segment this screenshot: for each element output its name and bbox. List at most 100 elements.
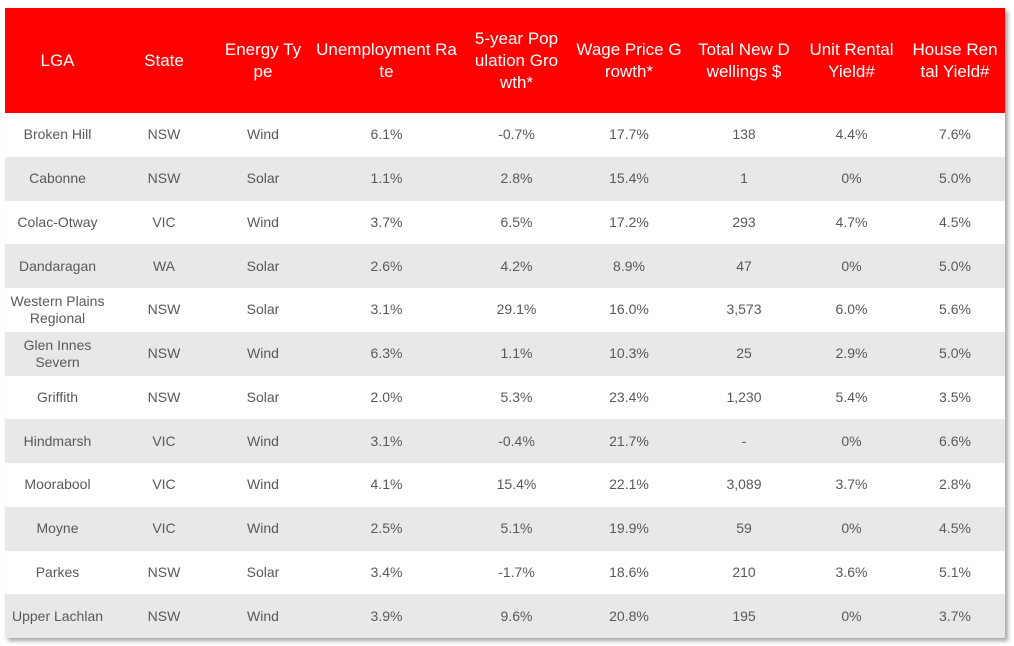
table-cell: 19.9% xyxy=(568,506,690,551)
table-row: Hindmarsh VIC Wind 3.1% -0.4% 21.7% -0% 6.6% xyxy=(5,419,1005,463)
table-cell: Parkes xyxy=(5,550,110,595)
table-cell: Wind xyxy=(218,200,308,245)
table-cell: Solar xyxy=(218,550,308,595)
table-cell: 6.3% xyxy=(308,331,465,376)
table-cell: Dandaragan xyxy=(5,244,110,288)
table-cell: 18.6% xyxy=(568,550,690,595)
table-cell: 138 xyxy=(690,113,798,157)
table-cell: 59 xyxy=(690,506,798,551)
table-cell: 8.9% xyxy=(568,244,690,288)
table-cell: Hindmarsh xyxy=(5,419,110,463)
table-cell: -0.4% xyxy=(465,419,568,463)
table-cell: Solar xyxy=(218,156,308,201)
table-cell: 25 xyxy=(690,331,798,376)
table-row: Western Plains Regional NSW Solar 3.1% 29.1%… xyxy=(5,288,1005,332)
table-cell: 3.7% xyxy=(798,463,905,507)
table-cell: NSW xyxy=(110,288,218,332)
table-cell: 17.7% xyxy=(568,113,690,157)
table-cell: 0% xyxy=(798,419,905,463)
table-row: Cabonne NSW Solar 1.1% 2.8% 15.4% 1 0% 5.0% xyxy=(5,156,1005,201)
table-cell: 0% xyxy=(798,506,905,551)
table-cell: 3,089 xyxy=(690,463,798,507)
table-cell: 2.0% xyxy=(308,375,465,420)
table-cell: Moyne xyxy=(5,506,110,551)
table-cell: 5.1% xyxy=(905,550,1005,595)
table-cell: 2.8% xyxy=(905,463,1005,507)
table-cell: 4.4% xyxy=(798,113,905,157)
table-cell: Solar xyxy=(218,244,308,288)
table-cell: 2.8% xyxy=(465,156,568,201)
table-row: Glen Innes Severn NSW Wind 6.3% 1.1% 10.3% 25 2… xyxy=(5,331,1005,376)
table-cell: Moorabool xyxy=(5,463,110,507)
header-cell: State xyxy=(110,8,218,113)
table-cell: NSW xyxy=(110,331,218,376)
table-cell: Solar xyxy=(218,375,308,420)
table-cell: 4.7% xyxy=(798,200,905,245)
table-cell: 0% xyxy=(798,244,905,288)
table-cell: 3.7% xyxy=(905,594,1005,638)
header-cell: Energy Type xyxy=(218,8,308,113)
table-row: Moyne VIC Wind 2.5% 5.1% 19.9% 59 0% 4.5% xyxy=(5,506,1005,551)
table-cell: 21.7% xyxy=(568,419,690,463)
table-cell: 6.1% xyxy=(308,113,465,157)
table-cell: 47 xyxy=(690,244,798,288)
table-cell: Solar xyxy=(218,288,308,332)
table-cell: 3.1% xyxy=(308,288,465,332)
table-cell: 3.4% xyxy=(308,550,465,595)
header-cell: 5-year Population Growth* xyxy=(465,8,568,113)
table-cell: 7.6% xyxy=(905,113,1005,157)
table-row: Colac-Otway VIC Wind 3.7% 6.5% 17.2% 293 4.7% 4.… xyxy=(5,200,1005,245)
table-cell: 6.5% xyxy=(465,200,568,245)
table-cell: - xyxy=(690,419,798,463)
table-cell: Wind xyxy=(218,463,308,507)
table-cell: Wind xyxy=(218,331,308,376)
table-cell: 5.0% xyxy=(905,244,1005,288)
table-cell: VIC xyxy=(110,419,218,463)
table-cell: 3.6% xyxy=(798,550,905,595)
table-cell: VIC xyxy=(110,200,218,245)
table-cell: 2.6% xyxy=(308,244,465,288)
table-row: Upper Lachlan NSW Wind 3.9% 9.6% 20.8% 195 0% 3.… xyxy=(5,594,1005,638)
table-cell: 1.1% xyxy=(308,156,465,201)
table-cell: 0% xyxy=(798,156,905,201)
table-cell: 17.2% xyxy=(568,200,690,245)
table-cell: 5.3% xyxy=(465,375,568,420)
table-cell: 3.9% xyxy=(308,594,465,638)
table-cell: Glen Innes Severn xyxy=(5,331,110,376)
table-row: Griffith NSW Solar 2.0% 5.3% 23.4% 1,230 5.4% 3.… xyxy=(5,375,1005,420)
table-cell: 16.0% xyxy=(568,288,690,332)
table-cell: 9.6% xyxy=(465,594,568,638)
table-cell: Western Plains Regional xyxy=(5,288,110,332)
table-cell: 4.1% xyxy=(308,463,465,507)
table-cell: NSW xyxy=(110,375,218,420)
header-cell: Unemployment Rate xyxy=(308,8,465,113)
table-container: LGA State Energy Type Unemployment Rate 5-ye… xyxy=(5,8,1005,638)
table-cell: 6.0% xyxy=(798,288,905,332)
table-cell: Wind xyxy=(218,113,308,157)
header-cell: LGA xyxy=(5,8,110,113)
data-table: LGA State Energy Type Unemployment Rate 5-ye… xyxy=(5,8,1005,638)
table-row: Dandaragan WA Solar 2.6% 4.2% 8.9% 47 0% 5.0% xyxy=(5,244,1005,288)
header-cell: Total New Dwellings $ xyxy=(690,8,798,113)
table-cell: 4.2% xyxy=(465,244,568,288)
table-cell: 2.5% xyxy=(308,506,465,551)
table-cell: 3.7% xyxy=(308,200,465,245)
table-cell: 4.5% xyxy=(905,506,1005,551)
header-cell: Wage Price Growth* xyxy=(568,8,690,113)
table-cell: 1,230 xyxy=(690,375,798,420)
table-cell: NSW xyxy=(110,156,218,201)
table-cell: VIC xyxy=(110,506,218,551)
table-cell: Colac-Otway xyxy=(5,200,110,245)
table-cell: Upper Lachlan xyxy=(5,594,110,638)
table-cell: 4.5% xyxy=(905,200,1005,245)
table-cell: 5.1% xyxy=(465,506,568,551)
table-cell: 195 xyxy=(690,594,798,638)
table-cell: 210 xyxy=(690,550,798,595)
table-cell: NSW xyxy=(110,550,218,595)
table-cell: Cabonne xyxy=(5,156,110,201)
table-cell: 3.5% xyxy=(905,375,1005,420)
table-cell: 3.1% xyxy=(308,419,465,463)
header-cell: Unit Rental Yield# xyxy=(798,8,905,113)
table-cell: VIC xyxy=(110,463,218,507)
